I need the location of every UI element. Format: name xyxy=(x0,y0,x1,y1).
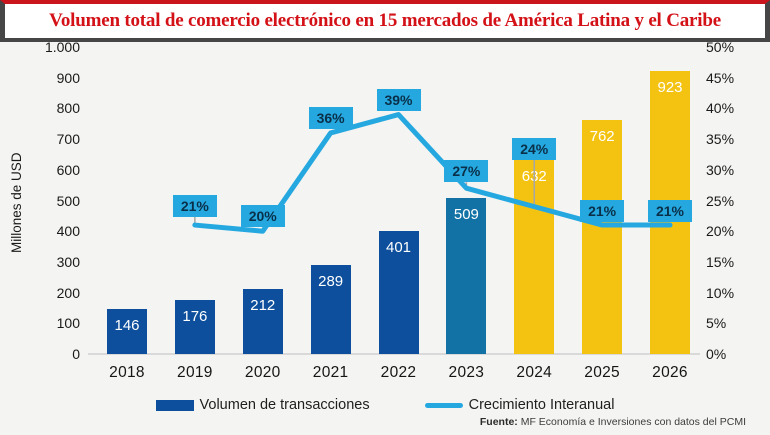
legend-bar-swatch xyxy=(155,399,194,411)
x-tick-2018: 2018 xyxy=(109,364,145,381)
y-tick-left: 300 xyxy=(56,253,80,270)
growth-label-2021: 36% xyxy=(308,106,353,129)
bar-value-label: 509 xyxy=(453,205,479,223)
y-tick-left: 200 xyxy=(56,284,80,301)
legend-line-swatch xyxy=(424,402,463,408)
bar-value-label: 146 xyxy=(114,317,140,335)
x-tick-2022: 2022 xyxy=(380,364,417,381)
bar-value-label: 401 xyxy=(385,238,412,256)
growth-label-2019: 21% xyxy=(172,195,217,218)
title-bar: Volumen total de comercio electrónico en… xyxy=(0,0,770,42)
bar-2023: 509 xyxy=(446,197,487,354)
y-tick-right: 0% xyxy=(706,346,727,362)
y-tick-left: 700 xyxy=(56,131,80,148)
y-tick-left: 0 xyxy=(72,346,80,362)
y-tick-left: 1.000 xyxy=(44,39,80,55)
growth-label-2023: 27% xyxy=(444,160,489,183)
x-tick-2024: 2024 xyxy=(516,364,553,381)
bar-value-label: 176 xyxy=(182,307,208,325)
bar-value-label: 923 xyxy=(657,78,683,96)
growth-label-2025: 21% xyxy=(580,200,625,223)
bar-2019: 176 xyxy=(174,299,215,354)
bar-value-label: 289 xyxy=(318,273,344,291)
x-tick-2020: 2020 xyxy=(244,364,281,381)
y-tick-left: 800 xyxy=(56,100,80,117)
source-note: Fuente: MF Economía e Inversiones con da… xyxy=(480,416,746,428)
y-tick-left: 900 xyxy=(56,69,80,86)
y-tick-left: 600 xyxy=(56,161,80,178)
y-tick-right: 10% xyxy=(706,284,735,301)
legend-label: Volumen de transacciones xyxy=(199,397,370,413)
chart-title: Volumen total de comercio electrónico en… xyxy=(49,10,721,31)
growth-label-2020: 20% xyxy=(240,205,285,228)
bar-2025: 762 xyxy=(582,120,623,354)
source-text: MF Economía e Inversiones con datos del … xyxy=(520,416,746,428)
legend-label: Crecimiento Interanual xyxy=(468,397,615,413)
growth-label-2024: 24% xyxy=(512,137,557,160)
legend-item-line: Crecimiento Interanual xyxy=(424,397,615,413)
x-tick-2023: 2023 xyxy=(448,364,485,381)
legend-item-bars: Volumen de transacciones xyxy=(155,397,370,413)
bar-2018: 146 xyxy=(107,309,147,354)
bar-2024: 632 xyxy=(514,159,555,354)
y-tick-left: 500 xyxy=(56,192,80,209)
y-tick-right: 30% xyxy=(706,161,735,178)
y-tick-right: 50% xyxy=(706,39,735,55)
chart-area: Millones de USD 0 100 200 300 400 500 600 700 80… xyxy=(0,39,770,435)
bar-2022: 401 xyxy=(378,230,419,354)
bar-value-label: 632 xyxy=(521,167,547,185)
y-tick-right: 25% xyxy=(706,192,735,209)
x-tick-2025: 2025 xyxy=(584,364,620,381)
y-tick-right: 45% xyxy=(706,69,735,86)
x-tick-2021: 2021 xyxy=(312,364,349,381)
y-tick-right: 15% xyxy=(706,253,735,270)
source-label: Fuente: xyxy=(479,416,518,428)
growth-label-2026: 21% xyxy=(648,200,692,223)
bar-2021: 289 xyxy=(310,265,351,354)
y-tick-left: 100 xyxy=(56,315,80,332)
bar-value-label: 212 xyxy=(250,296,276,314)
y-tick-right: 5% xyxy=(706,315,727,332)
growth-label-2022: 39% xyxy=(376,88,421,111)
x-tick-2019: 2019 xyxy=(177,364,213,381)
y-tick-right: 35% xyxy=(706,131,735,148)
y-tick-right: 20% xyxy=(706,223,735,240)
x-axis-line xyxy=(88,353,700,355)
bar-2020: 212 xyxy=(242,288,283,354)
bar-value-label: 762 xyxy=(589,128,615,146)
y-tick-right: 40% xyxy=(706,100,735,117)
x-tick-2026: 2026 xyxy=(652,364,688,381)
legend: Volumen de transacciones Crecimiento Inte… xyxy=(0,395,770,415)
y-tick-left: 400 xyxy=(56,223,80,240)
